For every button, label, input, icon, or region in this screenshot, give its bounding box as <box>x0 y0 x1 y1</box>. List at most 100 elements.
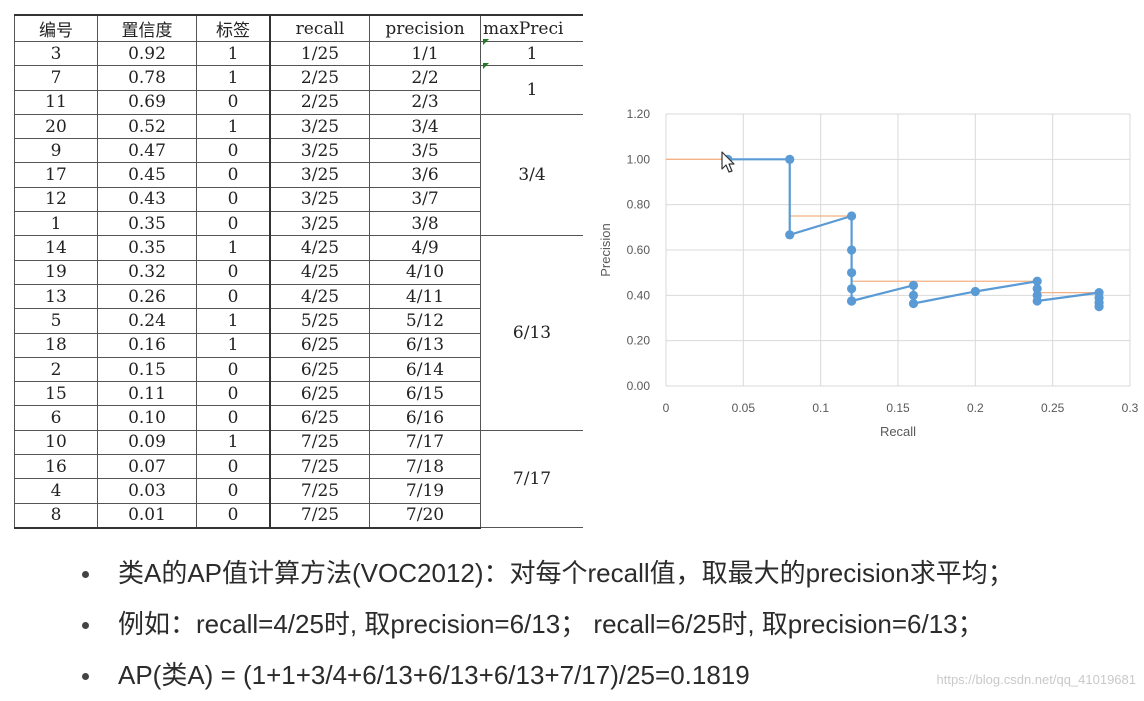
cell-recall: 3/25 <box>269 113 370 140</box>
data-point <box>1032 284 1042 294</box>
bullet-text: 类A的AP值计算方法(VOC2012)：对每个recall值，取最大的preci… <box>118 558 1014 588</box>
cell-label: 0 <box>196 162 271 188</box>
table-row: 5 0.24 1 5/25 5/12 <box>14 308 584 334</box>
data-point <box>785 154 795 164</box>
cell-confidence: 0.01 <box>97 502 197 529</box>
cell-recall: 1/25 <box>269 40 370 67</box>
cell-confidence: 0.11 <box>97 381 197 407</box>
cell-id: 12 <box>14 186 98 213</box>
y-tick-label: 1.20 <box>627 107 651 121</box>
cell-id: 7 <box>14 65 98 91</box>
chart-series <box>666 154 1104 312</box>
cell-id: 9 <box>14 138 98 164</box>
cell-label: 0 <box>196 356 271 383</box>
cell-confidence: 0.15 <box>97 356 197 383</box>
table-row: 20 0.52 1 3/25 3/4 3/4 <box>14 113 583 237</box>
data-point <box>847 245 857 255</box>
cell-label: 0 <box>196 381 271 407</box>
cell-id: 20 <box>14 113 98 140</box>
cell-label: 0 <box>196 186 271 213</box>
cell-max-precision: 6/13 <box>480 235 583 431</box>
cell-recall: 6/25 <box>269 381 370 407</box>
header-precision: precision <box>369 14 481 42</box>
cell-label: 0 <box>196 138 271 164</box>
cell-id: 18 <box>14 332 98 358</box>
bullet-item: AP(类A) = (1+1+3/4+6/13+6/13+6/13+7/17)/2… <box>82 650 1014 701</box>
cell-id: 2 <box>14 356 98 383</box>
cell-max-precision: 1 <box>480 65 583 115</box>
cell-label: 0 <box>196 283 271 310</box>
header-max-precision: maxPreci <box>480 14 583 42</box>
cell-precision: 4/10 <box>369 259 481 285</box>
y-tick-label: 1.00 <box>627 152 651 166</box>
cell-confidence: 0.45 <box>97 162 197 188</box>
bullet-item: 类A的AP值计算方法(VOC2012)：对每个recall值，取最大的preci… <box>82 548 1014 599</box>
watermark: https://blog.csdn.net/qq_41019681 <box>936 672 1137 687</box>
table-row: 2 0.15 0 6/25 6/14 <box>14 356 584 383</box>
cell-precision: 6/13 <box>369 332 481 358</box>
cell-id: 15 <box>14 381 98 407</box>
cell-confidence: 0.69 <box>97 89 197 115</box>
cell-id: 10 <box>14 429 98 456</box>
cell-precision: 2/2 <box>369 65 481 91</box>
table-row: 19 0.32 0 4/25 4/10 <box>14 259 584 285</box>
cell-label: 1 <box>196 113 271 140</box>
cell-precision: 3/5 <box>369 138 481 164</box>
y-tick-label: 0.60 <box>627 243 651 257</box>
cell-confidence: 0.35 <box>97 235 197 261</box>
cell-label: 0 <box>196 502 271 529</box>
cell-precision: 3/8 <box>369 211 481 237</box>
cell-label: 1 <box>196 235 271 261</box>
cell-id: 11 <box>14 89 98 115</box>
cell-id: 6 <box>14 405 98 431</box>
cell-id: 13 <box>14 283 98 310</box>
cell-recall: 3/25 <box>269 138 370 164</box>
cell-recall: 7/25 <box>269 502 370 529</box>
cell-confidence: 0.03 <box>97 478 197 504</box>
y-tick-label: 0.00 <box>627 379 651 393</box>
cell-id: 19 <box>14 259 98 285</box>
cell-precision: 7/19 <box>369 478 481 504</box>
data-point <box>908 298 919 309</box>
cell-recall: 4/25 <box>269 235 370 261</box>
cell-id: 17 <box>14 162 98 188</box>
cell-confidence: 0.78 <box>97 65 197 91</box>
bullet-dot-icon <box>82 571 89 578</box>
table-row: 6 0.10 0 6/25 6/16 <box>14 405 584 431</box>
header-confidence: 置信度 <box>97 14 197 42</box>
table-row: 7 0.78 1 2/25 2/2 1 <box>14 65 583 115</box>
cell-label: 0 <box>196 454 271 480</box>
y-axis-label: Precision <box>598 223 613 276</box>
cell-recall: 3/25 <box>269 211 370 237</box>
pr-curve-chart: 0 0.05 0.1 0.15 0.2 0.25 0.3 0.00 0.20 0.40 0.60 0.… <box>598 107 1139 439</box>
cell-id: 16 <box>14 454 98 480</box>
cell-recall: 3/25 <box>269 186 370 213</box>
data-point <box>847 268 857 278</box>
cell-precision: 5/12 <box>369 308 481 334</box>
cell-comment-marker <box>483 63 489 69</box>
cell-confidence: 0.92 <box>97 40 197 67</box>
table-row: 3 0.92 1 1/25 1/1 1 <box>14 40 583 67</box>
cell-label: 1 <box>196 332 271 358</box>
data-point <box>970 286 980 297</box>
cell-recall: 7/25 <box>269 454 370 480</box>
cell-precision: 6/15 <box>369 381 481 407</box>
cell-id: 14 <box>14 235 98 261</box>
table-row: 18 0.16 1 6/25 6/13 <box>14 332 584 358</box>
bullet-dot-icon <box>82 622 89 629</box>
data-point <box>908 290 919 300</box>
cell-label: 0 <box>196 89 271 115</box>
cell-confidence: 0.07 <box>97 454 197 480</box>
table-row: 13 0.26 0 4/25 4/11 <box>14 283 584 310</box>
cell-confidence: 0.47 <box>97 138 197 164</box>
table-row: 11 0.69 0 2/25 2/3 <box>14 89 584 115</box>
x-tick-label: 0.25 <box>1041 401 1065 415</box>
arrow-cursor-icon <box>721 151 735 173</box>
cell-recall: 6/25 <box>269 405 370 431</box>
table-row: 8 0.01 0 7/25 7/20 <box>14 502 584 529</box>
cell-recall: 4/25 <box>269 259 370 285</box>
cell-recall: 2/25 <box>269 65 370 91</box>
table-row: 15 0.11 0 6/25 6/15 <box>14 381 584 407</box>
data-point <box>847 211 857 221</box>
table-row: 14 0.35 1 4/25 4/9 6/13 <box>14 235 583 431</box>
